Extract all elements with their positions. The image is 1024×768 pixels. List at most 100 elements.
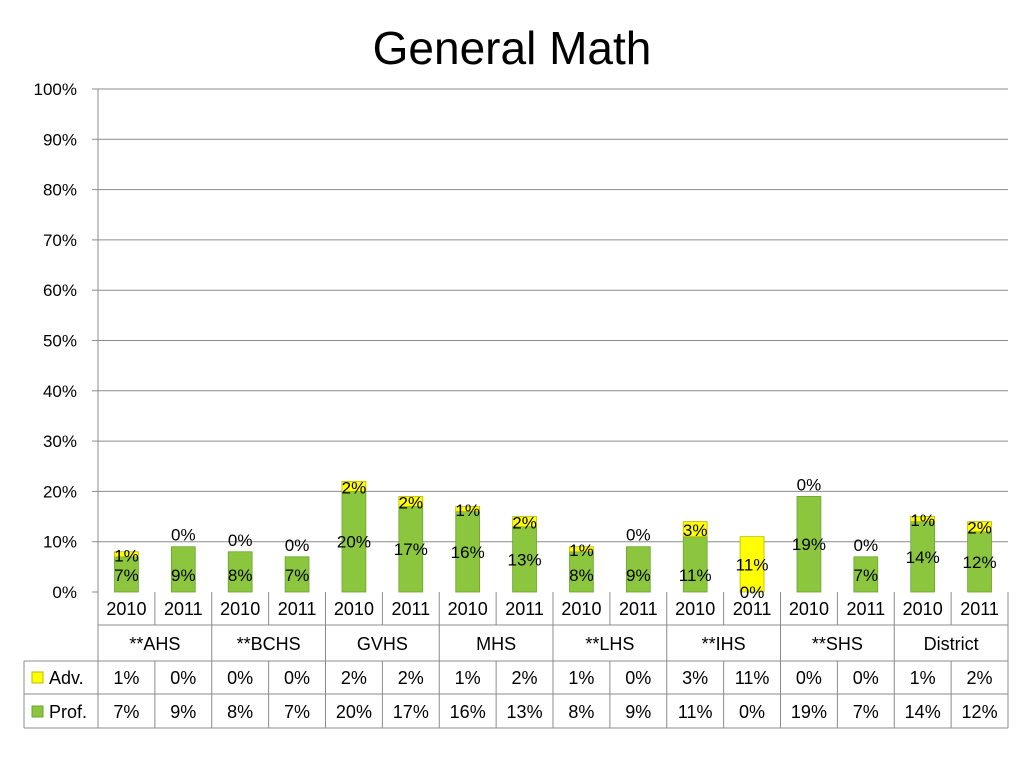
table-cell-adv: 1% [113,668,139,688]
year-label: 2010 [448,599,488,619]
data-label-adv: 0% [854,536,879,555]
category-label: **AHS [129,634,180,654]
table-cell-adv: 0% [170,668,196,688]
category-label: **LHS [585,634,634,654]
category-label: GVHS [357,634,408,654]
table-cell-prof: 7% [284,702,310,722]
table-cell-adv: 0% [284,668,310,688]
table-cell-prof: 7% [853,702,879,722]
table-cell-prof: 12% [962,702,998,722]
table-cell-prof: 17% [393,702,429,722]
table-cell-prof: 19% [791,702,827,722]
data-label-prof: 12% [963,553,997,572]
table-cell-adv: 2% [967,668,993,688]
legend-key-adv [31,671,44,684]
data-label-prof: 7% [285,566,310,585]
table-cell-prof: 8% [568,702,594,722]
bar-prof [284,556,310,593]
chart-title: General Math [372,22,652,74]
data-label-adv: 1% [455,501,480,520]
bar-adv [569,546,594,553]
legend-label-adv: Adv. [49,668,84,688]
legend-label-prof: Prof. [49,702,87,722]
year-label: 2011 [278,599,317,619]
table-cell-adv: 0% [796,668,822,688]
data-label-prof: 11% [679,566,712,585]
data-label-adv: 2% [967,519,992,538]
data-label-adv: 0% [285,536,310,555]
year-label: 2010 [903,599,943,619]
table-cell-adv: 11% [735,668,770,688]
year-label: 2011 [391,599,430,619]
data-label-prof: 9% [626,566,651,585]
legend-key-prof [31,705,44,718]
table-cell-adv: 1% [568,668,594,688]
table-cell-adv: 2% [398,668,424,688]
table-cell-adv: 1% [910,668,936,688]
bar-adv [398,496,424,507]
y-tick-label: 30% [43,432,77,451]
y-tick-label: 0% [52,583,77,602]
data-label-adv: 1% [910,511,935,530]
year-label: 2010 [789,599,829,619]
table-cell-prof: 11% [678,702,713,722]
table-cell-adv: 0% [227,668,253,688]
table-cell-prof: 16% [450,702,486,722]
table-cell-adv: 0% [625,668,651,688]
category-label: District [924,634,979,654]
year-label: 2011 [960,599,999,619]
bar-adv [739,536,765,593]
bar-prof [227,551,253,593]
table-cell-adv: 2% [512,668,538,688]
table-cell-prof: 9% [170,702,196,722]
data-label-adv: 2% [399,493,424,512]
bar-adv [682,521,708,538]
data-label-prof: 8% [228,566,253,585]
year-label: 2011 [846,599,885,619]
y-tick-label: 10% [43,533,77,552]
year-label: 2011 [619,599,658,619]
y-tick-label: 40% [43,382,77,401]
data-label-prof: 14% [906,548,940,567]
bar-adv [341,480,367,492]
table-cell-prof: 7% [113,702,139,722]
data-label-adv: 0% [171,526,196,545]
year-label: 2010 [106,599,146,619]
table-cell-prof: 8% [227,702,253,722]
data-label-adv: 1% [114,546,139,565]
bar-adv [512,516,537,528]
y-tick-label: 70% [43,231,77,250]
category-label: **BCHS [237,634,301,654]
table-cell-adv: 0% [853,668,879,688]
y-tick-label: 100% [34,80,77,99]
table-cell-adv: 2% [341,668,367,688]
y-tick-label: 50% [43,332,77,351]
bar-prof [170,546,196,593]
table-cell-prof: 14% [905,702,941,722]
y-tick-label: 80% [43,181,77,200]
data-label-adv: 3% [683,521,708,540]
bar-prof [796,496,822,593]
data-label-adv: 0% [626,526,651,545]
data-label-prof: 16% [451,543,485,562]
data-label-adv: 0% [228,531,253,550]
data-label-prof: 7% [114,566,139,585]
bar-adv [967,521,992,533]
category-label: **IHS [702,634,746,654]
year-label: 2011 [733,599,772,619]
bar-adv [910,516,936,522]
year-label: 2010 [220,599,260,619]
data-label-adv: 0% [797,475,822,494]
y-tick-label: 60% [43,281,77,300]
year-label: 2010 [561,599,601,619]
year-label: 2011 [164,599,203,619]
table-cell-prof: 13% [507,702,543,722]
year-label: 2011 [505,599,544,619]
data-label-prof: 13% [508,550,542,569]
data-label-adv: 11% [736,555,769,574]
bar-adv [455,506,481,512]
data-label-adv: 2% [512,514,537,533]
table-cell-adv: 3% [682,668,708,688]
data-label-adv: 1% [569,541,594,560]
